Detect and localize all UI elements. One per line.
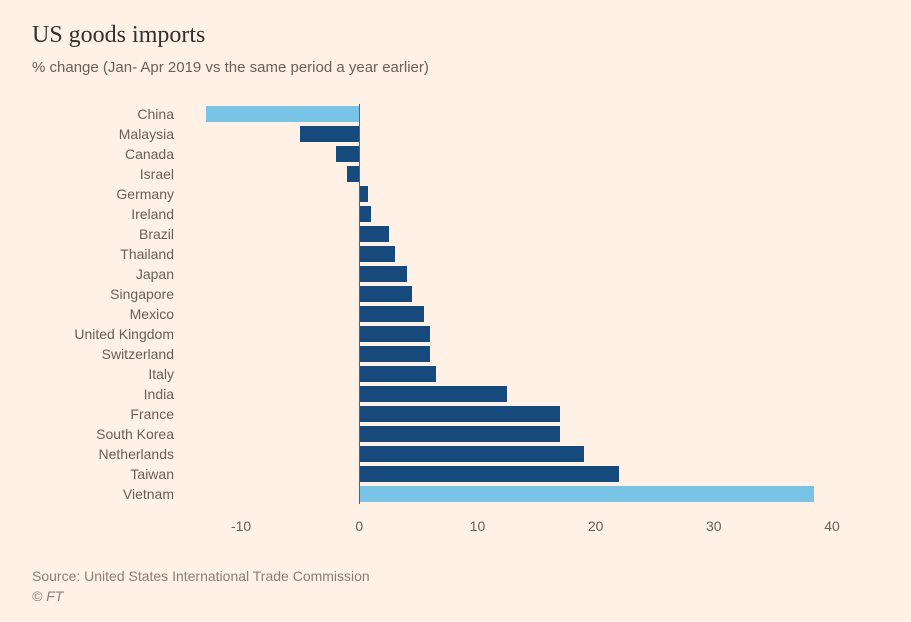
chart-area: China Malaysia Canada Israel Germany Ireland B…: [32, 104, 852, 534]
bar: [359, 486, 814, 502]
x-tick: 10: [470, 518, 486, 534]
bar: [359, 286, 412, 302]
bar: [359, 326, 430, 342]
zero-axis-line: [359, 104, 360, 504]
bar: [359, 246, 394, 262]
category-label: Netherlands: [99, 446, 175, 462]
bar-row: United Kingdom: [182, 326, 832, 342]
chart-title: US goods imports: [32, 22, 879, 49]
bar: [359, 306, 424, 322]
bar-row: Switzerland: [182, 346, 832, 362]
category-label: France: [130, 406, 174, 422]
bar-row: China: [182, 106, 832, 122]
category-label: South Korea: [96, 426, 174, 442]
bar: [359, 266, 406, 282]
x-tick: 40: [824, 518, 840, 534]
category-label: Japan: [136, 266, 174, 282]
x-tick: 30: [706, 518, 722, 534]
x-tick: -10: [231, 518, 251, 534]
bar-row: Brazil: [182, 226, 832, 242]
category-label: Mexico: [130, 306, 174, 322]
bar-row: Ireland: [182, 206, 832, 222]
bar: [359, 446, 584, 462]
category-label: Canada: [125, 146, 174, 162]
chart-subtitle: % change (Jan- Apr 2019 vs the same peri…: [32, 59, 879, 76]
bar: [336, 146, 360, 162]
bar-row: Singapore: [182, 286, 832, 302]
bar-row: Netherlands: [182, 446, 832, 462]
category-label: Ireland: [131, 206, 174, 222]
category-label: Malaysia: [119, 126, 174, 142]
bar: [359, 366, 436, 382]
bar: [359, 406, 560, 422]
category-label: Israel: [140, 166, 174, 182]
bar-row: Japan: [182, 266, 832, 282]
bar: [347, 166, 359, 182]
bar: [359, 386, 507, 402]
copyright-text: © FT: [32, 588, 370, 604]
plot-area: China Malaysia Canada Israel Germany Ireland B…: [182, 104, 832, 504]
bar: [359, 206, 371, 222]
bar: [359, 226, 389, 242]
source-text: Source: United States International Trad…: [32, 568, 370, 584]
bar-row: Mexico: [182, 306, 832, 322]
bar-row: Taiwan: [182, 466, 832, 482]
bar-row: Canada: [182, 146, 832, 162]
bar-row: Italy: [182, 366, 832, 382]
bar-row: Malaysia: [182, 126, 832, 142]
category-label: India: [144, 386, 174, 402]
x-tick: 20: [588, 518, 604, 534]
bar-row: France: [182, 406, 832, 422]
chart-footer: Source: United States International Trad…: [32, 568, 370, 604]
category-label: United Kingdom: [74, 326, 174, 342]
bar-row: India: [182, 386, 832, 402]
bar: [206, 106, 360, 122]
category-label: Switzerland: [102, 346, 174, 362]
category-label: Singapore: [110, 286, 174, 302]
bar: [300, 126, 359, 142]
category-label: Germany: [116, 186, 174, 202]
category-label: Thailand: [120, 246, 174, 262]
category-label: Vietnam: [123, 486, 174, 502]
x-tick: 0: [355, 518, 363, 534]
bar-row: Israel: [182, 166, 832, 182]
bar: [359, 426, 560, 442]
bar-row: Germany: [182, 186, 832, 202]
bar: [359, 186, 367, 202]
category-label: Brazil: [139, 226, 174, 242]
bar: [359, 466, 619, 482]
bar-row: Thailand: [182, 246, 832, 262]
category-label: Taiwan: [130, 466, 174, 482]
chart-container: US goods imports % change (Jan- Apr 2019…: [0, 0, 911, 622]
bar-row: Vietnam: [182, 486, 832, 502]
bar: [359, 346, 430, 362]
bar-row: South Korea: [182, 426, 832, 442]
category-label: Italy: [148, 366, 174, 382]
category-label: China: [137, 106, 174, 122]
